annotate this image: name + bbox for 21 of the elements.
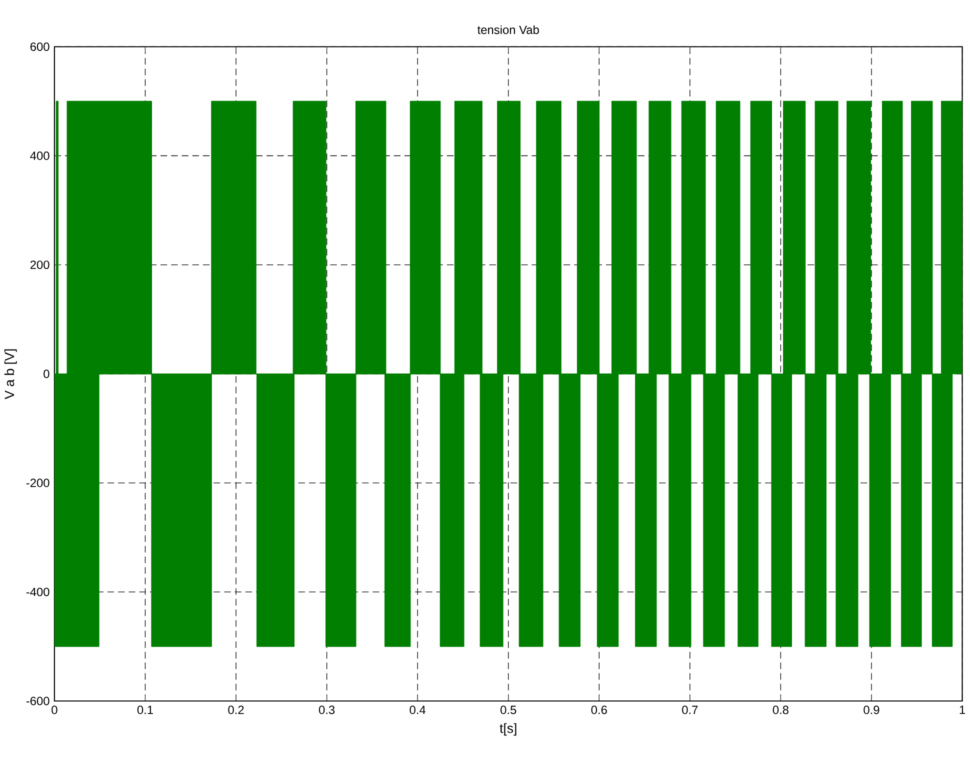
- y-tick-label: 600: [30, 42, 50, 52]
- x-tick-label: 0: [52, 706, 58, 714]
- y-tick-label: 0: [44, 370, 50, 378]
- chart-title: tension Vab: [477, 26, 539, 34]
- x-tick-label: 0.2: [228, 706, 244, 714]
- x-tick-label: 0.5: [500, 706, 516, 714]
- x-tick-label: 0.9: [864, 706, 880, 714]
- x-tick-label: 0.1: [137, 706, 153, 714]
- x-tick-label: 0.3: [318, 706, 335, 714]
- y-tick-label: -200: [26, 478, 50, 488]
- y-tick-label: 400: [30, 152, 50, 160]
- x-tick-label: 1: [960, 706, 965, 714]
- x-tick-label: 0.6: [591, 706, 607, 714]
- x-tick-label: 0.7: [682, 706, 698, 714]
- y-tick-label: -600: [26, 696, 50, 706]
- y-tick-label: 200: [30, 260, 50, 270]
- x-tick-label: 0.4: [410, 706, 426, 714]
- y-axis-title: V a b [V]: [4, 350, 17, 400]
- y-tick-label: -400: [26, 588, 50, 596]
- x-tick-label: 0.8: [772, 706, 788, 714]
- x-axis-title: t[s]: [500, 723, 516, 736]
